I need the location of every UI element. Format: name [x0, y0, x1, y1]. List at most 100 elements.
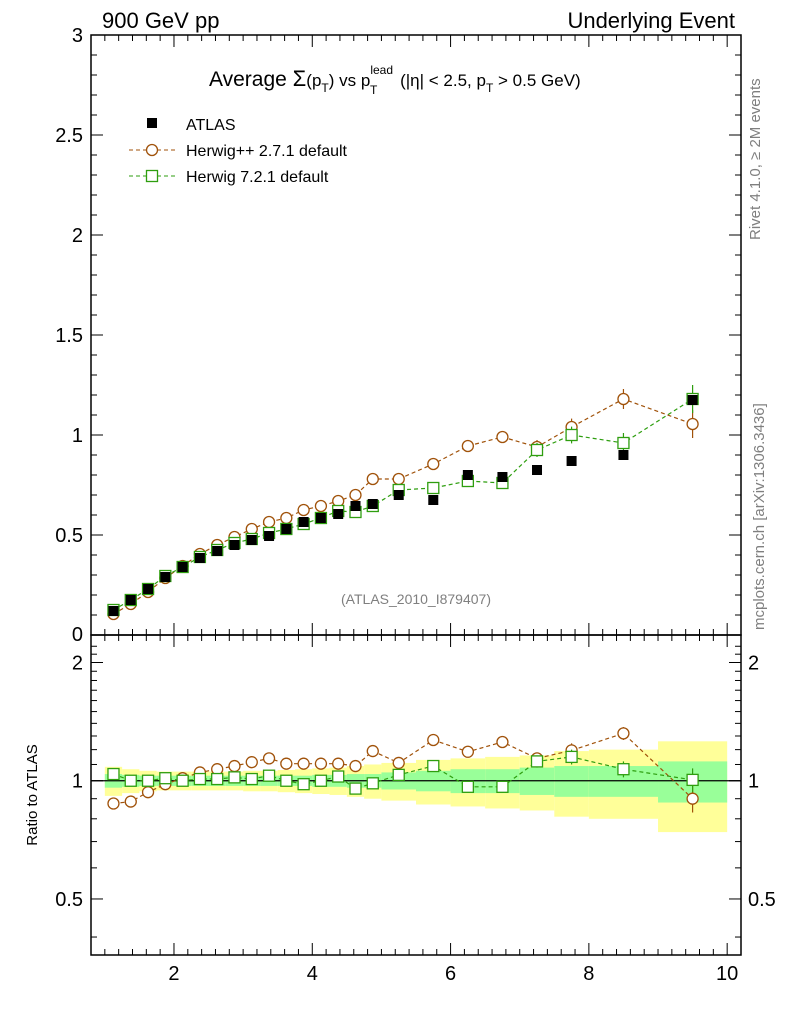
y-tick-label: 1.5	[55, 325, 83, 347]
herwigpp-point	[245, 522, 258, 536]
legend-herwig7-label: Herwig 7.2.1 default	[186, 169, 329, 186]
x-tick-label: 6	[445, 963, 456, 985]
herwig7-point	[530, 443, 544, 457]
title-cut1: (|η| < 2.5, p	[395, 71, 486, 90]
ratio-band-inner	[554, 766, 589, 797]
ratio-y-tick-label-right: 1	[748, 771, 759, 793]
herwigpp-ratio-point	[297, 757, 310, 770]
herwigpp-ratio-point	[314, 757, 328, 770]
ratio-y-tick-label-right: 2	[748, 653, 759, 675]
herwig7-ratio-point	[686, 773, 699, 787]
y-tick-label: 1	[72, 425, 83, 447]
atlas-point	[462, 470, 473, 480]
herwig7-ratio-point	[349, 782, 362, 795]
legend-herwigpp-label: Herwig++ 2.7.1 default	[186, 143, 348, 160]
herwigpp-line	[113, 398, 693, 615]
atlas-point	[393, 490, 404, 500]
title-cut-sub: T	[486, 81, 494, 95]
atlas-point	[315, 513, 326, 523]
herwig7-ratio-point	[193, 772, 207, 786]
herwig7-ratio-point	[176, 774, 189, 787]
atlas-point	[566, 456, 577, 466]
herwig7-ratio-point	[392, 768, 405, 782]
atlas-point	[160, 572, 171, 582]
atlas-point	[264, 531, 275, 541]
herwig7-point	[565, 428, 578, 442]
herwigpp-point	[461, 439, 475, 453]
herwig7-ratio-point	[280, 774, 293, 787]
title-lead-sub: T	[370, 83, 378, 97]
atlas-point	[246, 535, 257, 545]
title-arg: (p	[306, 71, 321, 90]
title-sigma: Σ	[293, 66, 307, 91]
atlas-point	[143, 584, 154, 594]
herwigpp-point	[686, 417, 699, 431]
herwig7-ratio-point	[565, 750, 578, 764]
herwig7-ratio-point	[141, 774, 155, 787]
x-tick-label: 4	[307, 963, 318, 985]
herwigpp-point	[496, 430, 509, 444]
herwigpp-ratio-point	[332, 757, 345, 770]
herwigpp-ratio-point	[280, 757, 293, 770]
herwigpp-point	[617, 392, 630, 406]
herwig7-ratio-point	[159, 772, 172, 785]
herwig7-ratio-point	[530, 755, 544, 768]
herwig7-ratio-point	[124, 774, 137, 787]
ratio-y-tick-label-right: 0.5	[748, 889, 776, 911]
herwigpp-ratio-point	[686, 792, 699, 805]
herwigpp-ratio-point	[427, 733, 440, 747]
header-left: 900 GeV pp	[102, 8, 219, 33]
x-tick-label: 2	[168, 963, 179, 985]
herwig7-point	[617, 436, 630, 450]
herwigpp-ratio-point	[617, 727, 630, 740]
herwigpp-point	[314, 499, 328, 513]
herwigpp-ratio-point	[496, 735, 509, 749]
herwig7-ratio-point	[228, 771, 241, 784]
herwig7-ratio-point	[107, 767, 120, 781]
herwigpp-ratio-point	[124, 795, 137, 808]
herwigpp-ratio-point	[349, 759, 362, 773]
ratio-y-tick-label: 2	[72, 653, 83, 675]
herwigpp-ratio-point	[107, 797, 120, 810]
plot-title: Average Σ(pT) vs plead T (|η| < 2.5, pT >…	[209, 63, 581, 97]
herwig7-ratio-point	[245, 772, 258, 786]
herwigpp-ratio-point	[262, 752, 276, 765]
herwig7-ratio-point	[211, 772, 224, 786]
x-tick-label: 10	[716, 963, 738, 985]
atlas-point	[229, 540, 240, 550]
y-tick-label: 0.5	[55, 525, 83, 547]
atlas-point	[212, 546, 223, 556]
title-lead-sup: lead	[370, 63, 393, 77]
atlas-point	[298, 517, 309, 527]
y-tick-label: 3	[72, 25, 83, 47]
herwigpp-ratio-point	[461, 745, 475, 758]
y-tick-label-zero: 0	[72, 624, 83, 646]
legend-herwig7-marker	[145, 169, 159, 183]
y-tick-label: 2.5	[55, 125, 83, 147]
herwig7-ratio-point	[427, 759, 440, 773]
main-series	[107, 385, 699, 621]
atlas-point	[350, 501, 361, 511]
title-arg-sub: T	[321, 81, 329, 95]
atlas-point	[333, 509, 344, 519]
atlas-point	[428, 495, 439, 505]
herwigpp-point	[427, 457, 440, 471]
herwigpp-ratio-point	[392, 756, 405, 770]
herwigpp-ratio-point	[245, 756, 258, 769]
herwig7-ratio-point	[297, 778, 310, 791]
herwig7-ratio-point	[461, 780, 475, 793]
title-cut2: > 0.5 GeV)	[493, 71, 580, 90]
axis-ticks: 2 4 6 8 10 0.5 1 1.5 2 2.5 3 0 0.5 0.5 1 1 2 2	[55, 25, 776, 985]
herwigpp-point	[297, 503, 310, 517]
atlas-point	[177, 562, 188, 572]
herwigpp-ratio-point	[141, 786, 155, 799]
y-tick-label: 2	[72, 225, 83, 247]
atlas-point	[125, 595, 136, 605]
herwig7-ratio-point	[332, 770, 345, 783]
title-vs: vs p	[334, 71, 370, 90]
atlas-point	[108, 606, 119, 616]
ratio-series	[107, 727, 699, 813]
herwigpp-point	[280, 511, 293, 525]
atlas-point	[497, 472, 508, 482]
herwigpp-ratio-point	[366, 744, 379, 758]
